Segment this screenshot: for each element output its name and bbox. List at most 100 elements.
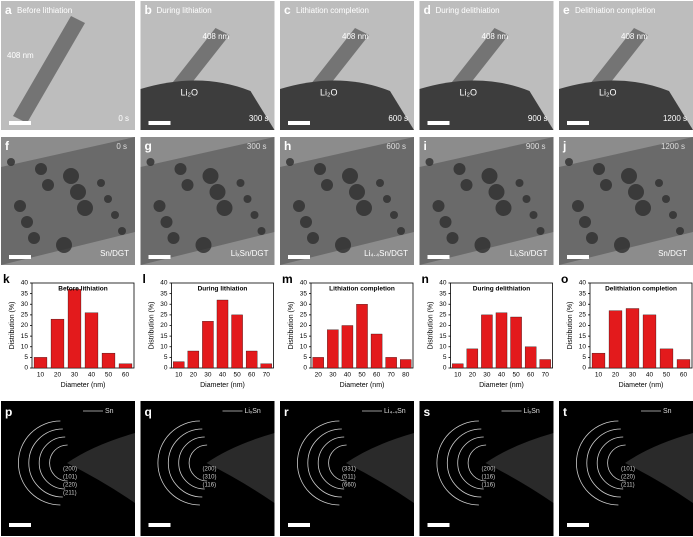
bar (67, 289, 82, 369)
diffraction-ring (328, 444, 347, 482)
size-label: 408 nm (342, 32, 369, 41)
phase-label: Li₂O (181, 87, 199, 97)
particle (56, 237, 72, 253)
x-tick-label: 20 (315, 372, 323, 379)
particle (28, 232, 40, 244)
y-tick-label: 30 (439, 301, 447, 308)
panel-letter: d (424, 3, 431, 17)
panel-letter: n (422, 272, 429, 286)
x-tick-label: 40 (219, 372, 227, 379)
y-tick-label: 20 (579, 322, 587, 329)
particle (97, 179, 105, 187)
time-label: 600 s (388, 114, 408, 123)
ring-index: (660) (342, 483, 356, 489)
particle (655, 179, 663, 187)
bar (50, 318, 65, 369)
panel-letter: o (561, 272, 568, 286)
ring-index: (211) (621, 483, 635, 489)
size-label: 408 nm (203, 32, 230, 41)
particle (628, 184, 644, 200)
y-tick-label: 20 (439, 322, 447, 329)
x-tick-label: 50 (512, 372, 520, 379)
particle (342, 168, 358, 184)
panel-caption: Before lithiation (17, 6, 72, 15)
bar (452, 363, 464, 369)
particle (376, 179, 384, 187)
x-tick-label: 20 (54, 372, 62, 379)
phase-label: Li₂O (320, 87, 338, 97)
diffraction-ring (178, 436, 205, 490)
particle (243, 195, 252, 203)
bar (118, 363, 133, 369)
diffraction-ring (436, 420, 479, 506)
panel-letter: c (284, 3, 291, 17)
scale-bar (148, 255, 171, 259)
particle (669, 211, 677, 219)
scale-bar (9, 523, 31, 527)
ring-index: (220) (63, 483, 77, 489)
panel-letter: g (145, 139, 152, 153)
bar (385, 357, 397, 369)
beam-stop (485, 433, 554, 503)
bar (173, 361, 185, 369)
phase-label: Li₄.₄Sn (384, 408, 406, 415)
scale-bar (567, 255, 589, 259)
particle (383, 195, 391, 203)
x-tick-label: 60 (527, 372, 535, 379)
y-tick-label: 10 (21, 343, 29, 350)
scale-bar (567, 523, 589, 527)
scale-bar (427, 121, 450, 125)
x-tick-label: 60 (248, 372, 256, 379)
panel-caption: During delithiation (436, 6, 500, 15)
diffraction-ring (596, 436, 624, 490)
scale-bar (288, 121, 310, 125)
particle (160, 216, 173, 228)
size-label: 408 nm (621, 32, 648, 41)
y-tick-label: 35 (21, 290, 29, 297)
bar (625, 308, 640, 369)
y-tick-label: 40 (439, 280, 447, 287)
particle (21, 216, 33, 228)
chart-title: Delithiation completion (605, 286, 677, 293)
chart-title: During delithiation (473, 286, 530, 293)
y-tick-label: 0 (443, 365, 447, 372)
diffraction-ring (586, 428, 621, 498)
particle (488, 184, 505, 200)
diffraction-ring (157, 420, 200, 506)
electrode (280, 80, 414, 130)
ring-index: (200) (63, 467, 77, 473)
x-tick-label: 10 (454, 372, 462, 379)
bar (524, 346, 537, 369)
particle (293, 200, 305, 212)
ring-index: (116) (482, 483, 496, 489)
x-tick-label: 30 (629, 372, 637, 379)
y-tick-label: 0 (164, 365, 168, 372)
plot-frame (589, 282, 693, 369)
electrode (419, 80, 554, 130)
bar (510, 316, 522, 369)
y-tick-label: 10 (439, 343, 447, 350)
particle (104, 195, 112, 203)
particle (167, 232, 180, 244)
panel-caption: During lithiation (157, 6, 212, 15)
particle (181, 179, 194, 191)
scale-bar (288, 255, 310, 259)
size-label: 408 nm (7, 51, 34, 60)
y-tick-label: 25 (300, 312, 308, 319)
particle (522, 195, 531, 203)
particle (14, 200, 26, 212)
panel-letter: q (145, 405, 152, 419)
particle (335, 237, 351, 253)
panel-caption: Lithiation completion (296, 6, 369, 15)
particle (195, 237, 212, 253)
y-tick-label: 15 (21, 333, 29, 340)
particle (446, 232, 459, 244)
beam-stop (206, 433, 275, 503)
x-tick-label: 70 (542, 372, 550, 379)
ring-index: (331) (342, 467, 356, 473)
diffraction-ring (317, 436, 345, 490)
particle (536, 227, 545, 235)
time-label: 1200 s (661, 142, 685, 151)
bar (341, 325, 354, 369)
